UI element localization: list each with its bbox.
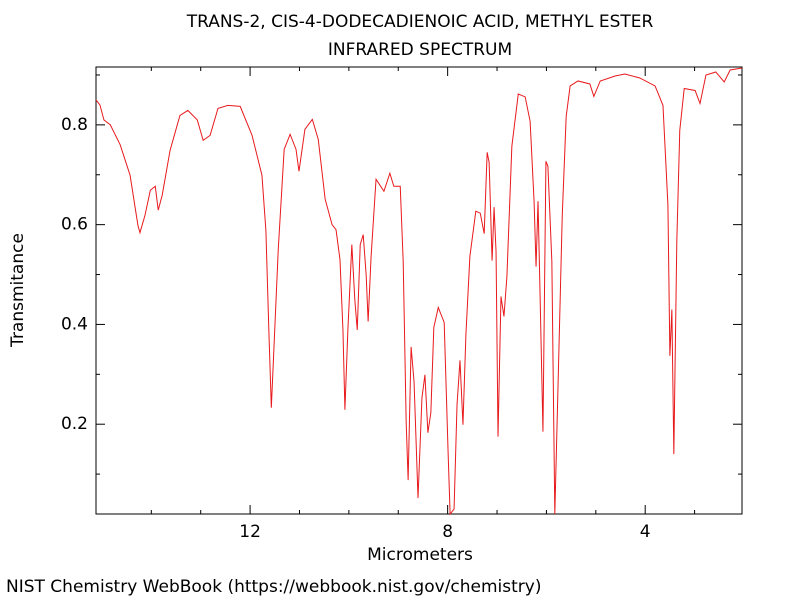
y-tick-label: 0.8: [61, 115, 88, 135]
y-tick-label: 0.2: [61, 414, 88, 434]
x-tick-label: 12: [239, 522, 261, 542]
spectrum-line: [95, 67, 743, 516]
chart-title: TRANS-2, CIS-4-DODECADIENOIC ACID, METHY…: [186, 12, 654, 32]
source-note: NIST Chemistry WebBook (https://webbook.…: [6, 577, 541, 597]
chart-subtitle: INFRARED SPECTRUM: [328, 40, 512, 60]
x-tick-label: 8: [442, 522, 453, 542]
y-tick-label: 0.6: [61, 215, 88, 235]
plot-frame: [95, 66, 743, 515]
y-tick-label: 0.4: [61, 314, 88, 334]
x-axis-label: Micrometers: [367, 545, 473, 565]
y-axis-label: Transmitance: [8, 233, 28, 348]
x-tick-label: 4: [640, 522, 651, 542]
